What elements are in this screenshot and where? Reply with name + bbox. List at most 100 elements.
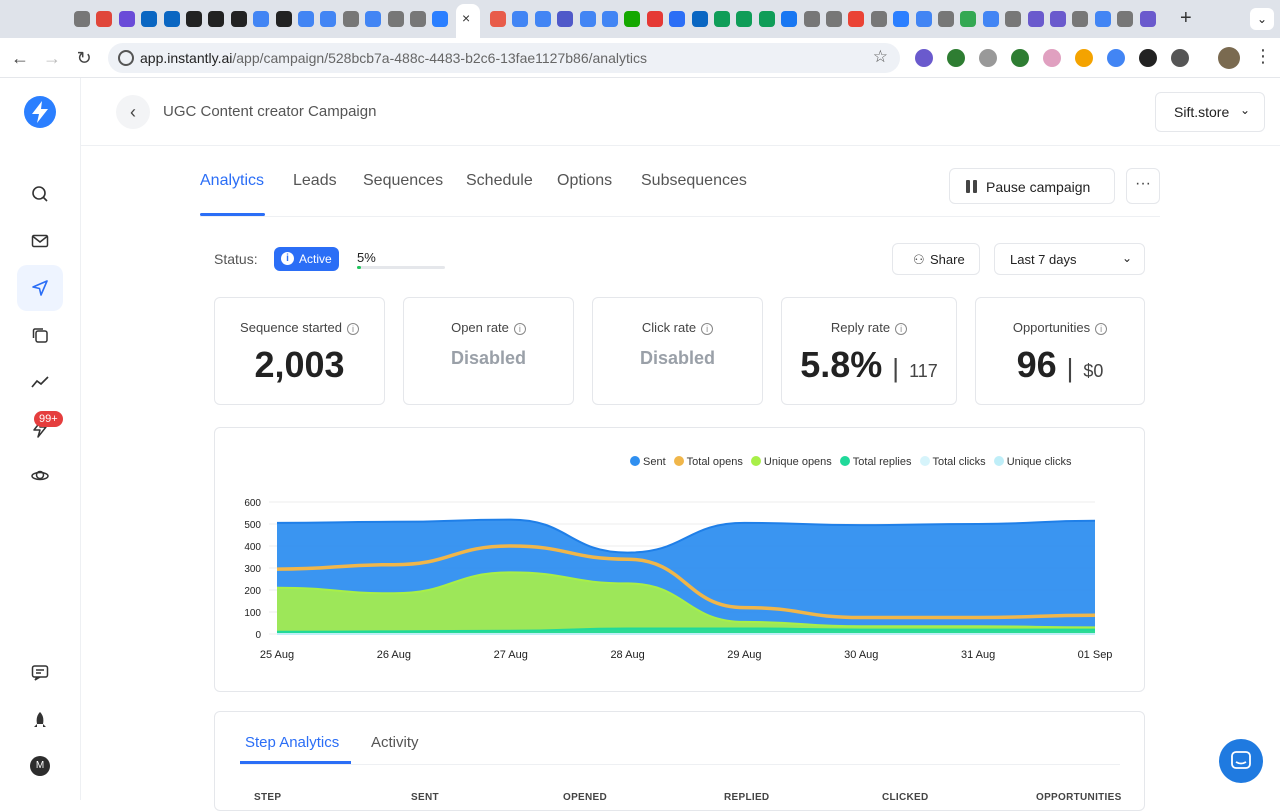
support-chat-button[interactable] [1219,739,1263,783]
profile-avatar[interactable] [1218,47,1240,69]
browser-extension-icon[interactable] [1075,49,1093,67]
browser-tab-favicon-icon[interactable] [141,11,158,27]
reload-icon[interactable]: ↻ [76,48,92,68]
instantly-logo[interactable] [24,96,56,128]
share-button[interactable]: ⚇ Share [892,243,980,275]
browser-extension-icon[interactable] [1171,49,1189,67]
browser-tab-favicon-icon[interactable] [870,11,887,27]
browser-tab-favicon-icon[interactable] [410,11,426,27]
browser-extension-icon[interactable] [979,49,997,67]
browser-extension-icon[interactable] [915,49,933,67]
browser-tab-favicon-icon[interactable] [893,11,910,27]
browser-tab-favicon-icon[interactable] [714,11,730,27]
tab-search-chevron-icon[interactable]: ⌄ [1250,8,1274,30]
legend-item[interactable]: Total opens [673,456,743,468]
browser-extension-icon[interactable] [947,49,965,67]
info-icon[interactable]: i [701,322,714,335]
browser-tab-favicon-icon[interactable] [534,11,551,27]
browser-tab-favicon-icon[interactable] [1117,11,1134,27]
legend-item[interactable]: Total replies [839,456,912,468]
browser-tab-favicon-icon[interactable] [646,11,663,27]
browser-tab-favicon-icon[interactable] [298,11,314,27]
browser-tab-favicon-icon[interactable] [230,11,247,27]
browser-tab-favicon-icon[interactable] [275,11,292,27]
info-icon[interactable]: i [346,322,359,335]
browser-tab-favicon-icon[interactable] [1027,11,1044,27]
browser-tab-favicon-icon[interactable] [365,11,382,27]
tab-close-icon[interactable]: × [462,10,471,26]
browser-tab-favicon-icon[interactable] [1005,11,1022,27]
tab-activity[interactable]: Activity [371,734,419,751]
browser-extension-icon[interactable] [1107,49,1125,67]
browser-tab-favicon-icon[interactable] [1050,11,1066,27]
column-header-clicked[interactable]: CLICKED [882,792,929,803]
legend-item[interactable]: Total clicks [919,456,986,468]
column-header-opportunities[interactable]: OPPORTUNITIES [1036,792,1122,803]
browser-tab-favicon-icon[interactable] [1072,11,1089,27]
user-avatar[interactable]: M [30,756,50,776]
mail-icon[interactable] [17,218,63,264]
column-header-replied[interactable]: REPLIED [724,792,770,803]
search-icon[interactable] [17,171,63,217]
address-bar[interactable]: app.instantly.ai/app/campaign/528bcb7a-4… [108,43,900,73]
feedback-chat-icon[interactable] [17,650,63,696]
tab-analytics[interactable]: Analytics [200,172,265,189]
tab-step-analytics[interactable]: Step Analytics [245,734,340,751]
tab-leads[interactable]: Leads [293,172,337,189]
legend-item[interactable]: Unique clicks [993,456,1072,468]
browser-tab-favicon-icon[interactable] [1139,11,1156,27]
browser-tab-favicon-icon[interactable] [96,11,113,27]
browser-tab-favicon-icon[interactable] [432,11,449,27]
browser-tab-favicon-icon[interactable] [118,11,135,27]
legend-item[interactable]: Sent [630,456,666,468]
rocket-icon[interactable] [17,697,63,743]
browser-tab-favicon-icon[interactable] [624,11,641,27]
browser-tab-favicon-icon[interactable] [490,11,506,27]
browser-tab-favicon-icon[interactable] [512,11,529,27]
column-header-step[interactable]: STEP [254,792,282,803]
info-icon[interactable]: i [513,322,526,335]
browser-tab-favicon-icon[interactable] [579,11,596,27]
browser-tab-favicon-icon[interactable] [938,11,954,27]
tab-options[interactable]: Options [557,172,613,189]
browser-tab-favicon-icon[interactable] [781,11,798,27]
browser-tab-favicon-icon[interactable] [253,11,270,27]
back-arrow-icon[interactable]: ← [11,48,29,68]
browser-tab-favicon-icon[interactable] [982,11,999,27]
integrations-icon[interactable] [17,453,63,499]
pause-campaign-button[interactable]: Pause campaign [949,168,1115,204]
browser-tab-favicon-icon[interactable] [602,11,618,27]
browser-tab-favicon-icon[interactable] [960,11,977,27]
browser-tab-favicon-icon[interactable] [387,11,404,27]
campaigns-send-icon[interactable] [17,265,63,311]
forward-arrow-icon[interactable]: → [43,48,61,68]
tab-subsequences[interactable]: Subsequences [641,172,747,189]
column-header-opened[interactable]: OPENED [563,792,608,803]
browser-tab-favicon-icon[interactable] [826,11,842,27]
tab-schedule[interactable]: Schedule [466,172,533,189]
browser-tab-favicon-icon[interactable] [915,11,932,27]
browser-menu-icon[interactable]: ⋮ [1254,46,1272,66]
browser-tab-favicon-icon[interactable] [848,11,865,27]
browser-tab-favicon-icon[interactable] [320,11,337,27]
column-header-sent[interactable]: SENT [411,792,439,803]
browser-tab-favicon-icon[interactable] [163,11,180,27]
new-tab-button[interactable]: + [1180,7,1192,29]
browser-tab-favicon-icon[interactable] [736,11,753,27]
back-button[interactable]: ‹ [116,95,150,129]
browser-tab-favicon-icon[interactable] [186,11,202,27]
more-options-button[interactable]: ··· [1126,168,1160,204]
browser-extension-icon[interactable] [1139,49,1157,67]
date-range-select[interactable]: Last 7 days ⌄ [994,243,1145,275]
workspace-selector[interactable]: Sift.store ⌄ [1155,92,1265,132]
browser-extension-icon[interactable] [1043,49,1061,67]
browser-tab-favicon-icon[interactable] [557,11,574,27]
info-icon[interactable]: i [895,322,908,335]
browser-tab-favicon-icon[interactable] [669,11,686,27]
templates-copy-icon[interactable] [17,312,63,358]
info-icon[interactable]: i [1095,322,1108,335]
bookmark-star-icon[interactable]: ☆ [872,47,888,66]
browser-tab-favicon-icon[interactable] [758,11,775,27]
browser-tab-favicon-icon[interactable] [1094,11,1111,27]
browser-tab-favicon-icon[interactable] [803,11,820,27]
